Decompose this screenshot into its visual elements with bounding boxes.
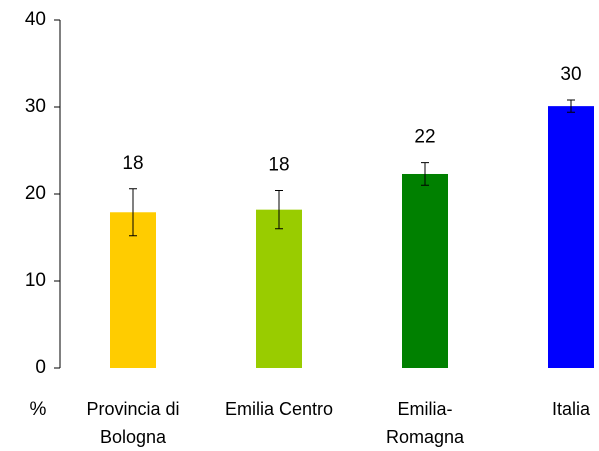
bar	[256, 209, 302, 368]
y-tick-label: 10	[25, 270, 46, 291]
y-tick-label: 40	[25, 9, 46, 30]
value-label: 22	[414, 127, 435, 148]
x-tick-label: Emilia-	[397, 399, 452, 419]
y-tick-label: 20	[25, 183, 46, 204]
x-tick-label: Emilia Centro	[225, 399, 333, 419]
bar	[402, 173, 448, 368]
x-tick-label: Bologna	[100, 427, 167, 447]
bar	[548, 106, 594, 368]
value-label: 18	[122, 153, 143, 174]
error-bar	[275, 190, 283, 230]
y-axis-label: %	[30, 399, 47, 420]
x-tick-label: Romagna	[386, 427, 465, 447]
error-bar	[567, 99, 575, 113]
x-tick-label: Italia	[552, 399, 591, 419]
error-bar	[421, 162, 429, 186]
error-bar	[129, 188, 137, 237]
y-tick-label: 0	[35, 357, 46, 378]
bar	[110, 212, 156, 368]
value-label: 18	[268, 155, 289, 176]
y-tick-label: 30	[25, 96, 46, 117]
value-label: 30	[560, 64, 581, 85]
x-tick-label: Provincia di	[86, 399, 179, 419]
